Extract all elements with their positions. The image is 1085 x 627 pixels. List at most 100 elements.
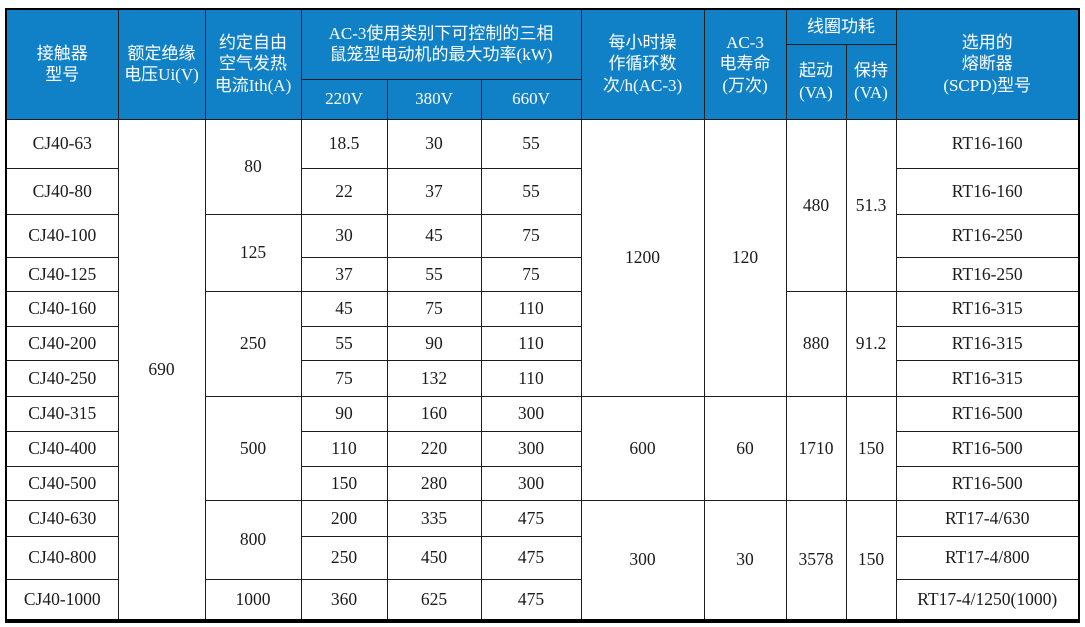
cell-thermal-current: 250 (204, 290, 302, 397)
cell-kw-660v: 475 (480, 578, 582, 622)
cell-fuse-model: RT16-315 (895, 359, 1080, 397)
cell-operating-cycles: 1200 (580, 118, 705, 397)
cell-kw-660v: 110 (480, 359, 582, 397)
cell-kw-380v: 220 (386, 430, 482, 467)
cell-kw-220v: 37 (300, 256, 388, 292)
cell-model: CJ40-63 (5, 118, 119, 169)
table-row: CJ40-80 22 37 55 RT16-160 (5, 167, 1080, 215)
header-coil-power-group: 线圈功耗 (785, 8, 897, 45)
cell-insulation-voltage: 690 (117, 118, 206, 622)
cell-kw-220v: 55 (300, 325, 388, 361)
cell-kw-660v: 55 (480, 167, 582, 215)
cell-kw-380v: 335 (386, 499, 482, 537)
cell-kw-380v: 450 (386, 535, 482, 580)
cell-fuse-model: RT17-4/800 (895, 535, 1080, 580)
cell-kw-660v: 475 (480, 499, 582, 537)
cell-coil-hold: 150 (845, 395, 897, 501)
cell-fuse-model: RT17-4/1250(1000) (895, 578, 1080, 622)
table-row: CJ40-160 250 45 75 110 880 91.2 RT16-315 (5, 290, 1080, 397)
cell-coil-pickup: 3578 (785, 499, 847, 622)
cell-thermal-current: 125 (204, 213, 302, 292)
header-380v: 380V (386, 78, 482, 120)
cell-kw-660v: 75 (480, 256, 582, 292)
cell-model: CJ40-125 (5, 256, 119, 292)
table-row: CJ40-63 690 80 18.5 30 55 1200 120 480 51.3 RT16-1… (5, 118, 1080, 622)
cell-kw-220v: 110 (300, 430, 388, 467)
contactor-spec-table: 接触器 型号 额定绝缘 电压Ui(V) 约定自由 空气发热 电流Ith(A) A… (5, 8, 1080, 623)
cell-kw-660v: 300 (480, 430, 582, 467)
cell-fuse-model: RT17-4/630 (895, 499, 1080, 537)
cell-kw-380v: 37 (386, 167, 482, 215)
cell-coil-pickup: 880 (785, 290, 847, 397)
cell-kw-220v: 75 (300, 359, 388, 397)
cell-model: CJ40-100 (5, 213, 119, 258)
table-row: CJ40-500 150 280 300 RT16-500 (5, 465, 1080, 501)
cell-coil-pickup: 480 (785, 118, 847, 292)
header-220v: 220V (300, 78, 388, 120)
cell-kw-380v: 132 (386, 359, 482, 397)
cell-kw-660v: 110 (480, 325, 582, 361)
cell-kw-380v: 90 (386, 325, 482, 361)
header-model: 接触器 型号 (5, 8, 119, 120)
header-insulation-voltage: 额定绝缘 电压Ui(V) (117, 8, 206, 120)
cell-electrical-life: 60 (703, 395, 787, 501)
cell-model: CJ40-160 (5, 290, 119, 327)
cell-kw-660v: 55 (480, 118, 582, 169)
cell-coil-hold: 91.2 (845, 290, 897, 397)
cell-kw-220v: 200 (300, 499, 388, 537)
cell-fuse-model: RT16-315 (895, 325, 1080, 361)
cell-kw-220v: 45 (300, 290, 388, 327)
cell-coil-hold: 150 (845, 499, 897, 622)
table-row: CJ40-200 55 90 110 RT16-315 (5, 325, 1080, 361)
table-row: CJ40-630 800 200 335 475 300 30 3578 150 RT17-4/6… (5, 499, 1080, 622)
cell-model: CJ40-400 (5, 430, 119, 467)
cell-electrical-life: 120 (703, 118, 787, 397)
table-row: CJ40-1000 1000 360 625 475 RT17-4/1250(1000) (5, 578, 1080, 622)
header-coil-hold: 保持 (VA) (845, 43, 897, 120)
cell-kw-660v: 75 (480, 213, 582, 258)
cell-kw-220v: 90 (300, 395, 388, 432)
header-max-power-group: AC-3使用类别下可控制的三相 鼠笼型电动机的最大功率(kW) (300, 8, 582, 80)
table-row: CJ40-800 250 450 475 RT17-4/800 (5, 535, 1080, 580)
table-row: CJ40-250 75 132 110 RT16-315 (5, 359, 1080, 397)
cell-operating-cycles: 600 (580, 395, 705, 501)
cell-kw-380v: 160 (386, 395, 482, 432)
cell-kw-380v: 75 (386, 290, 482, 327)
cell-thermal-current: 800 (204, 499, 302, 580)
contactor-spec-table-wrapper: 接触器 型号 额定绝缘 电压Ui(V) 约定自由 空气发热 电流Ith(A) A… (5, 8, 1080, 623)
cell-kw-660v: 110 (480, 290, 582, 327)
cell-fuse-model: RT16-500 (895, 395, 1080, 432)
cell-model: CJ40-80 (5, 167, 119, 215)
cell-model: CJ40-630 (5, 499, 119, 537)
cell-fuse-model: RT16-250 (895, 256, 1080, 292)
header-operating-cycles: 每小时操 作循环数 次/h(AC-3) (580, 8, 705, 120)
cell-kw-380v: 30 (386, 118, 482, 169)
cell-kw-660v: 300 (480, 465, 582, 501)
table-row: CJ40-125 37 55 75 RT16-250 (5, 256, 1080, 292)
cell-fuse-model: RT16-160 (895, 167, 1080, 215)
cell-kw-660v: 300 (480, 395, 582, 432)
cell-kw-220v: 18.5 (300, 118, 388, 169)
table-row: CJ40-100 125 30 45 75 RT16-250 (5, 213, 1080, 292)
cell-kw-380v: 280 (386, 465, 482, 501)
cell-fuse-model: RT16-250 (895, 213, 1080, 258)
cell-kw-380v: 625 (386, 578, 482, 622)
cell-kw-660v: 475 (480, 535, 582, 580)
header-660v: 660V (480, 78, 582, 120)
cell-coil-hold: 51.3 (845, 118, 897, 292)
table-body: CJ40-63 690 80 18.5 30 55 1200 120 480 51.3 RT16-1… (5, 118, 1080, 622)
cell-kw-380v: 45 (386, 213, 482, 258)
cell-coil-pickup: 1710 (785, 395, 847, 501)
cell-kw-220v: 360 (300, 578, 388, 622)
cell-fuse-model: RT16-315 (895, 290, 1080, 327)
cell-fuse-model: RT16-500 (895, 430, 1080, 467)
cell-operating-cycles: 300 (580, 499, 705, 622)
cell-thermal-current: 80 (204, 118, 302, 215)
cell-model: CJ40-800 (5, 535, 119, 580)
cell-model: CJ40-250 (5, 359, 119, 397)
cell-electrical-life: 30 (703, 499, 787, 622)
cell-kw-220v: 150 (300, 465, 388, 501)
cell-model: CJ40-1000 (5, 578, 119, 622)
header-fuse-model: 选用的 熔断器 (SCPD)型号 (895, 8, 1080, 120)
cell-model: CJ40-500 (5, 465, 119, 501)
